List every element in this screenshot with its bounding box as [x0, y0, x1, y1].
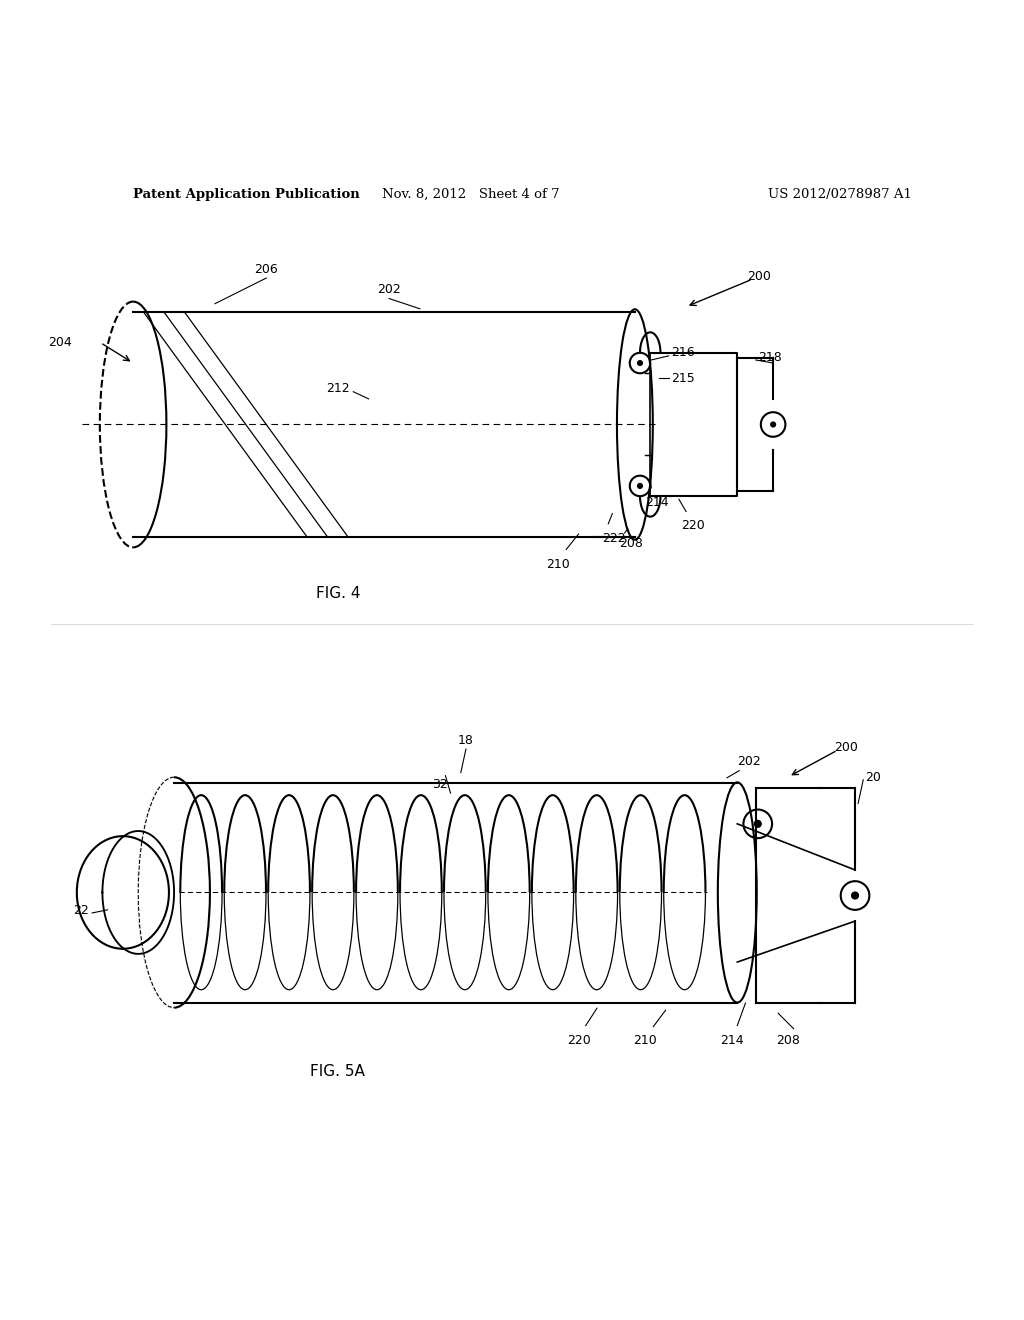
Text: Patent Application Publication: Patent Application Publication — [133, 187, 359, 201]
Text: 214: 214 — [720, 1034, 744, 1047]
Ellipse shape — [138, 777, 210, 1007]
Circle shape — [851, 891, 859, 900]
Circle shape — [770, 421, 776, 428]
Circle shape — [637, 483, 643, 488]
Text: US 2012/0278987 A1: US 2012/0278987 A1 — [768, 187, 911, 201]
Text: 200: 200 — [748, 269, 771, 282]
Text: 22: 22 — [74, 904, 89, 917]
Text: 206: 206 — [254, 263, 279, 276]
Text: 220: 220 — [681, 519, 705, 532]
Text: 202: 202 — [737, 755, 761, 767]
Text: 208: 208 — [776, 1034, 801, 1047]
Text: 202: 202 — [377, 284, 401, 297]
Text: 216: 216 — [671, 346, 694, 359]
Text: 204: 204 — [48, 337, 72, 348]
Circle shape — [637, 360, 643, 366]
Text: 32: 32 — [432, 777, 449, 791]
Text: FIG. 5A: FIG. 5A — [310, 1064, 366, 1080]
Text: Nov. 8, 2012   Sheet 4 of 7: Nov. 8, 2012 Sheet 4 of 7 — [382, 187, 560, 201]
Text: 212: 212 — [326, 383, 350, 395]
Text: 214: 214 — [645, 496, 669, 510]
Text: FIG. 4: FIG. 4 — [315, 586, 360, 601]
Text: 215: 215 — [671, 372, 694, 385]
Text: 208: 208 — [620, 537, 643, 550]
Text: 220: 220 — [566, 1034, 591, 1047]
Text: 210: 210 — [633, 1034, 657, 1047]
Circle shape — [754, 820, 762, 828]
Ellipse shape — [100, 301, 166, 548]
Text: 20: 20 — [865, 771, 882, 784]
Text: 210: 210 — [546, 557, 570, 570]
Text: 18: 18 — [458, 734, 474, 747]
Text: 222: 222 — [602, 532, 626, 545]
Text: 200: 200 — [835, 741, 858, 754]
Text: 218: 218 — [758, 351, 781, 364]
